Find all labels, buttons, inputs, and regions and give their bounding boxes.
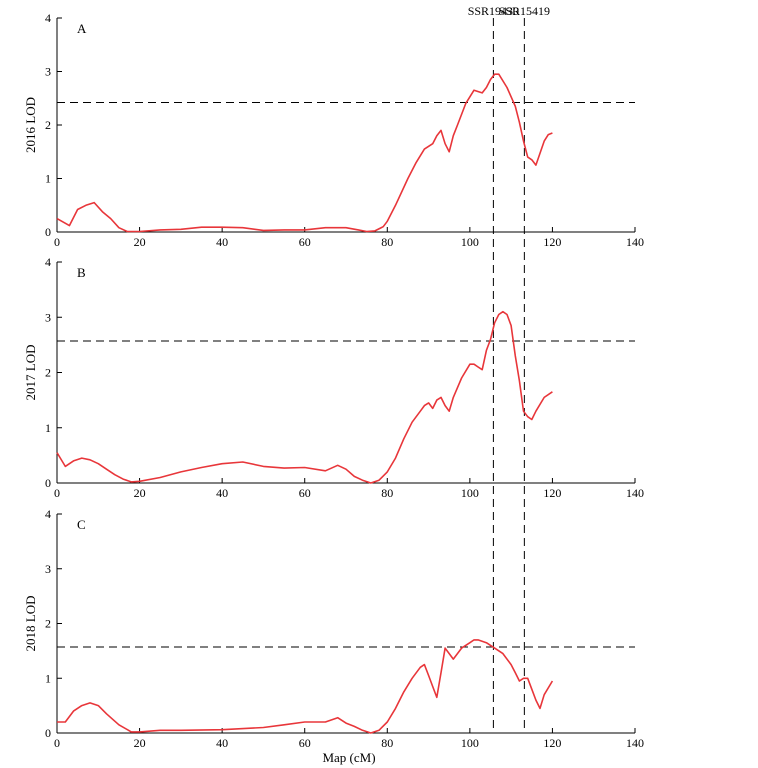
y-tick-label: 1 xyxy=(45,421,51,435)
lod-curve xyxy=(57,639,554,734)
y-tick-label: 1 xyxy=(45,671,51,685)
x-tick-label: 80 xyxy=(381,736,393,750)
panel-letter: B xyxy=(77,265,86,280)
y-tick-label: 3 xyxy=(45,310,51,324)
x-tick-label: 20 xyxy=(134,736,146,750)
x-tick-label: 40 xyxy=(216,486,228,500)
lod-curve xyxy=(56,73,553,233)
panel-letter: C xyxy=(77,517,86,532)
x-tick-label: 80 xyxy=(381,486,393,500)
marker-label: SSR19430 xyxy=(468,4,519,18)
y-tick-label: 0 xyxy=(45,726,51,740)
x-tick-label: 120 xyxy=(543,736,561,750)
x-tick-label: 20 xyxy=(134,486,146,500)
y-tick-label: 3 xyxy=(45,562,51,576)
x-tick-label: 120 xyxy=(543,486,561,500)
marker-label: SSR15419 xyxy=(499,4,550,18)
x-tick-label: 40 xyxy=(216,736,228,750)
x-tick-label: 60 xyxy=(299,486,311,500)
x-tick-label: 80 xyxy=(381,235,393,249)
x-tick-label: 140 xyxy=(626,736,644,750)
y-tick-label: 0 xyxy=(45,225,51,239)
y-axis-label: 2017 LOD xyxy=(23,345,38,401)
x-tick-label: 100 xyxy=(461,736,479,750)
y-tick-label: 2 xyxy=(45,118,51,132)
x-tick-label: 100 xyxy=(461,235,479,249)
lod-curve xyxy=(56,310,553,484)
x-axis-label: Map (cM) xyxy=(322,750,375,765)
x-tick-label: 0 xyxy=(54,235,60,249)
y-tick-label: 4 xyxy=(45,11,51,25)
x-tick-label: 60 xyxy=(299,235,311,249)
y-axis-label: 2016 LOD xyxy=(23,97,38,153)
x-tick-label: 0 xyxy=(54,486,60,500)
x-tick-label: 60 xyxy=(299,736,311,750)
x-tick-label: 100 xyxy=(461,486,479,500)
y-tick-label: 1 xyxy=(45,172,51,186)
y-axis-label: 2018 LOD xyxy=(23,596,38,652)
x-tick-label: 120 xyxy=(543,235,561,249)
x-tick-label: 140 xyxy=(626,486,644,500)
x-tick-label: 0 xyxy=(54,736,60,750)
y-tick-label: 0 xyxy=(45,476,51,490)
y-tick-label: 4 xyxy=(45,507,51,521)
x-tick-label: 140 xyxy=(626,235,644,249)
panel-letter: A xyxy=(77,21,87,36)
y-tick-label: 2 xyxy=(45,366,51,380)
x-tick-label: 40 xyxy=(216,235,228,249)
y-tick-label: 4 xyxy=(45,255,51,269)
y-tick-label: 3 xyxy=(45,65,51,79)
x-tick-label: 20 xyxy=(134,235,146,249)
y-tick-label: 2 xyxy=(45,617,51,631)
